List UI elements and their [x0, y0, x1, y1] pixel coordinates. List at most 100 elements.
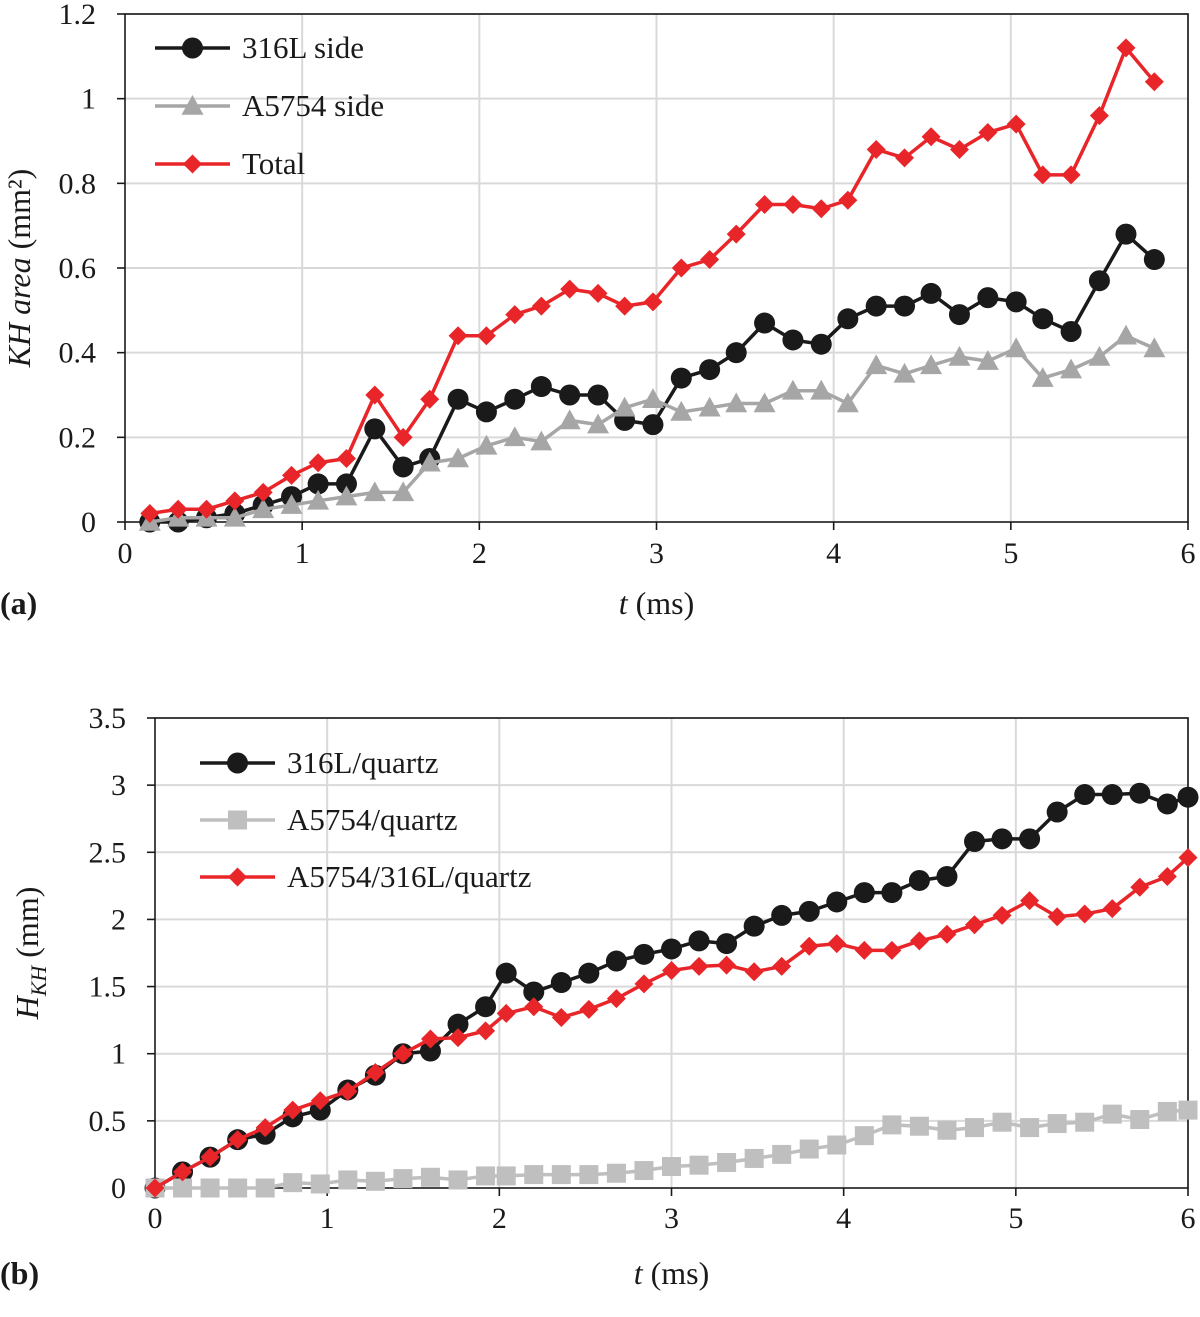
a-series-0-point-6 [307, 473, 329, 495]
b-series-1-point-6 [310, 1174, 330, 1194]
b-xtick-label-2: 2 [492, 1202, 507, 1235]
b-series-2-point-20 [689, 956, 709, 976]
a-series-0-point-14 [530, 376, 552, 398]
a-series-2-point-28 [921, 127, 941, 147]
a-series-2-point-1 [168, 499, 188, 519]
a-ytick-label-4: 0.8 [59, 167, 97, 200]
a-series-2-point-9 [393, 427, 413, 447]
a-series-1-point-9 [392, 481, 415, 502]
b-series-2-point-25 [827, 934, 847, 954]
b-series-1-point-11 [448, 1170, 468, 1190]
a-series-0-point-7 [335, 473, 357, 495]
a-series-1-point-27 [893, 362, 916, 383]
b-series-1-point-22 [744, 1148, 764, 1168]
a-series-1-point-30 [976, 350, 999, 370]
a-legend-entry-0: 316L side [155, 30, 364, 65]
b-series-0-point-15 [550, 972, 572, 994]
a-series-1-point-14 [530, 430, 553, 451]
a-series-0-point-34 [1088, 270, 1110, 292]
a-legend-label-0: 316L side [242, 30, 364, 65]
b-ytick-label-3: 1.5 [89, 971, 127, 1004]
b-series-1-point-8 [365, 1171, 385, 1191]
a-xtick-label-1: 1 [295, 537, 310, 570]
a-series-2-point-29 [949, 139, 969, 159]
b-xtick-label-6: 6 [1181, 1202, 1196, 1235]
a-series-1-point-35 [1114, 324, 1137, 345]
a-series-2-point-33 [1061, 165, 1081, 185]
b-series-2-point-19 [662, 960, 681, 980]
a-series-0-point-36 [1143, 249, 1165, 271]
a-series-0-point-13 [504, 388, 526, 410]
b-series-2-point-16 [579, 999, 599, 1019]
b-series-2-point-22 [744, 962, 764, 982]
b-series-0-point-16 [578, 962, 600, 984]
b-series-0-point-13 [495, 962, 517, 984]
b-series-1-point-37 [1157, 1101, 1177, 1121]
b-series-2-point-21 [717, 955, 737, 975]
a-series-1-point-18 [641, 388, 664, 409]
b-series-2-point-30 [965, 915, 985, 935]
b-legend-entry-0: 316L/quartz [200, 745, 439, 780]
b-series-0-point-22 [743, 915, 765, 937]
a-series-1-point-31 [1005, 337, 1028, 358]
b-series-1-point-34 [1075, 1112, 1095, 1132]
b-series-0-point-28 [908, 869, 930, 891]
a-ytick-label-5: 1 [81, 83, 96, 116]
a-xtick-label-3: 3 [649, 537, 664, 570]
b-series-2-point-11 [448, 1028, 468, 1048]
a-series-2-point-11 [448, 326, 468, 346]
b-series-2-point-14 [524, 997, 544, 1017]
b-series-1-point-9 [393, 1169, 413, 1189]
b-ytick-label-4: 2 [111, 903, 126, 936]
a-series-0-point-19 [670, 367, 692, 389]
b-series-1-point-7 [338, 1170, 358, 1190]
a-series-0-point-27 [894, 295, 916, 317]
a-series-2-point-31 [1006, 114, 1026, 134]
a-series-2-point-13 [505, 305, 525, 325]
b-series-0-point-25 [826, 891, 848, 913]
a-xtick-label-2: 2 [472, 537, 487, 570]
a-series-1-point-23 [781, 379, 804, 400]
a-ytick-label-3: 0.6 [59, 252, 97, 285]
b-legend-label-1: A5754/quartz [287, 802, 457, 837]
a-series-1-point-24 [810, 379, 833, 400]
b-series-2-point-12 [476, 1021, 496, 1041]
a-series-2-point-15 [560, 279, 580, 299]
a-series-2-point-5 [282, 465, 302, 485]
b-series-1-point-17 [606, 1163, 626, 1183]
a-legend-entry-2: Total [155, 146, 305, 181]
b-series-1-point-30 [965, 1118, 985, 1138]
b-ytick-label-0: 0 [111, 1172, 126, 1205]
a-series-1-point-36 [1143, 337, 1166, 358]
b-series-2-point-5 [283, 1100, 303, 1120]
b-series-0-point-17 [605, 950, 627, 972]
a-legend-swatch-marker-2 [183, 154, 202, 174]
b-legend-swatch-marker-1 [228, 810, 247, 830]
b-ytick-label-7: 3.5 [89, 702, 127, 735]
a-series-1-point-29 [948, 345, 971, 366]
b-series-2-point-24 [799, 936, 819, 956]
b-series-1-point-25 [827, 1135, 847, 1155]
a-series-1 [138, 324, 1166, 531]
a-series-0-point-15 [559, 384, 581, 406]
b-xtick-label-5: 5 [1008, 1202, 1023, 1235]
b-legend-swatch-marker-2 [228, 867, 247, 887]
a-legend-entry-1: A5754 side [155, 88, 384, 123]
b-series-2-point-1 [173, 1162, 193, 1182]
b-series-1-point-2 [200, 1178, 220, 1198]
a-series-1-point-4 [252, 498, 275, 519]
a-series-2-point-26 [866, 139, 886, 159]
b-series-0-point-14 [523, 981, 545, 1003]
b-series-2-point-3 [228, 1130, 248, 1150]
b-series-2 [145, 848, 1198, 1198]
a-series-2-point-20 [700, 250, 720, 270]
b-series-1-point-27 [882, 1115, 902, 1135]
b-series-1-point-26 [854, 1126, 874, 1146]
b-ytick-label-6: 3 [111, 769, 126, 802]
a-xtick-label-4: 4 [826, 537, 841, 570]
a-series-2-point-19 [671, 258, 691, 278]
a-legend-label-1: A5754 side [242, 88, 384, 123]
a-series-2-point-14 [531, 296, 551, 316]
a-series-2-point-32 [1033, 165, 1053, 185]
